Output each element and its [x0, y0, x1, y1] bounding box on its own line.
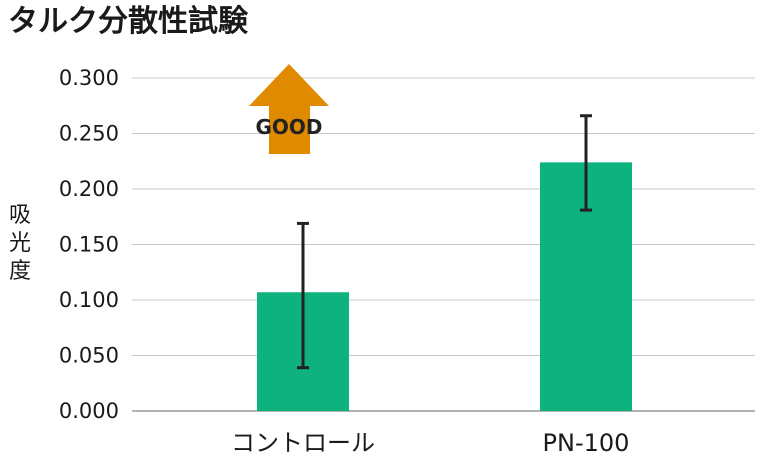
up-arrow-icon [249, 64, 329, 154]
x-category-labels: コントロール PN-100 [231, 429, 629, 457]
good-arrow-annotation: GOOD [249, 64, 329, 154]
y-tick-labels: 0.300 0.250 0.200 0.150 0.100 0.050 0.000 [59, 66, 119, 423]
y-tick-label: 0.100 [59, 288, 119, 312]
chart-title: タルク分散性試験 [8, 4, 249, 39]
x-category-label: コントロール [231, 429, 375, 457]
x-category-label: PN-100 [543, 429, 630, 457]
gridlines [132, 77, 755, 412]
y-tick-label: 0.250 [59, 122, 119, 146]
y-tick-label: 0.150 [59, 233, 119, 257]
error-bars [297, 114, 592, 370]
bars [257, 162, 632, 411]
y-axis-label-char-2: 光 [9, 231, 31, 256]
y-tick-label: 0.050 [59, 344, 119, 368]
arrow-label: GOOD [255, 115, 322, 139]
y-axis-label: 吸 光 度 [9, 203, 31, 284]
y-tick-label: 0.300 [59, 66, 119, 90]
y-tick-label: 0.200 [59, 177, 119, 201]
y-axis-label-char-3: 度 [9, 259, 31, 284]
y-axis-label-char-1: 吸 [9, 203, 31, 228]
y-tick-label: 0.000 [59, 399, 119, 423]
